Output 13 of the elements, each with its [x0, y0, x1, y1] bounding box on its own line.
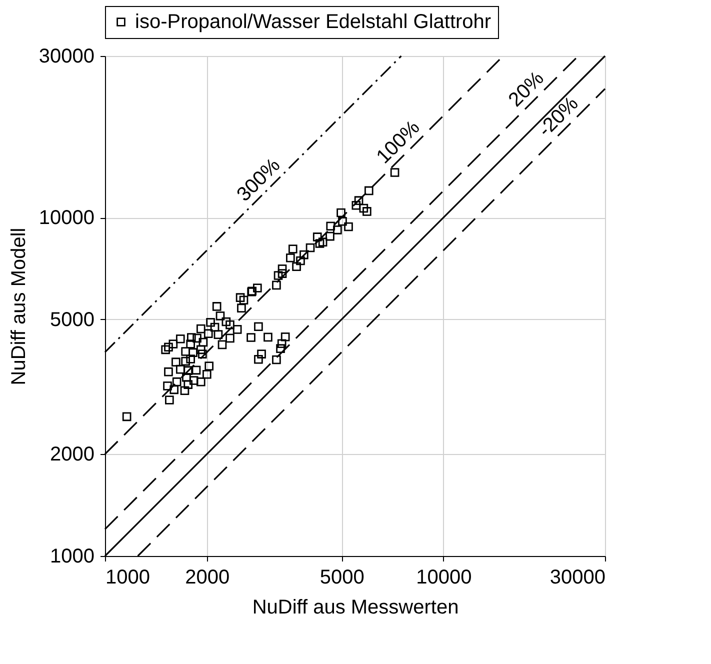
y-axis-title: NuDiff aus Modell — [8, 228, 30, 386]
x-tick-label: 10000 — [416, 566, 472, 588]
y-tick-label: 5000 — [50, 308, 94, 331]
x-tick-label: 2000 — [185, 566, 230, 588]
y-tick-label: 10000 — [38, 207, 94, 230]
x-tick-label: 5000 — [320, 566, 364, 588]
x-axis-title: NuDiff aus Messwerten — [252, 596, 459, 618]
y-tick-label: 30000 — [38, 46, 94, 68]
legend-label: iso-Propanol/Wasser Edelstahl Glattrohr — [135, 11, 492, 33]
y-tick-label: 2000 — [50, 444, 94, 466]
y-tick-label: 1000 — [50, 546, 94, 568]
x-tick-label: 30000 — [550, 566, 606, 588]
x-tick-label: 1000 — [106, 566, 150, 588]
